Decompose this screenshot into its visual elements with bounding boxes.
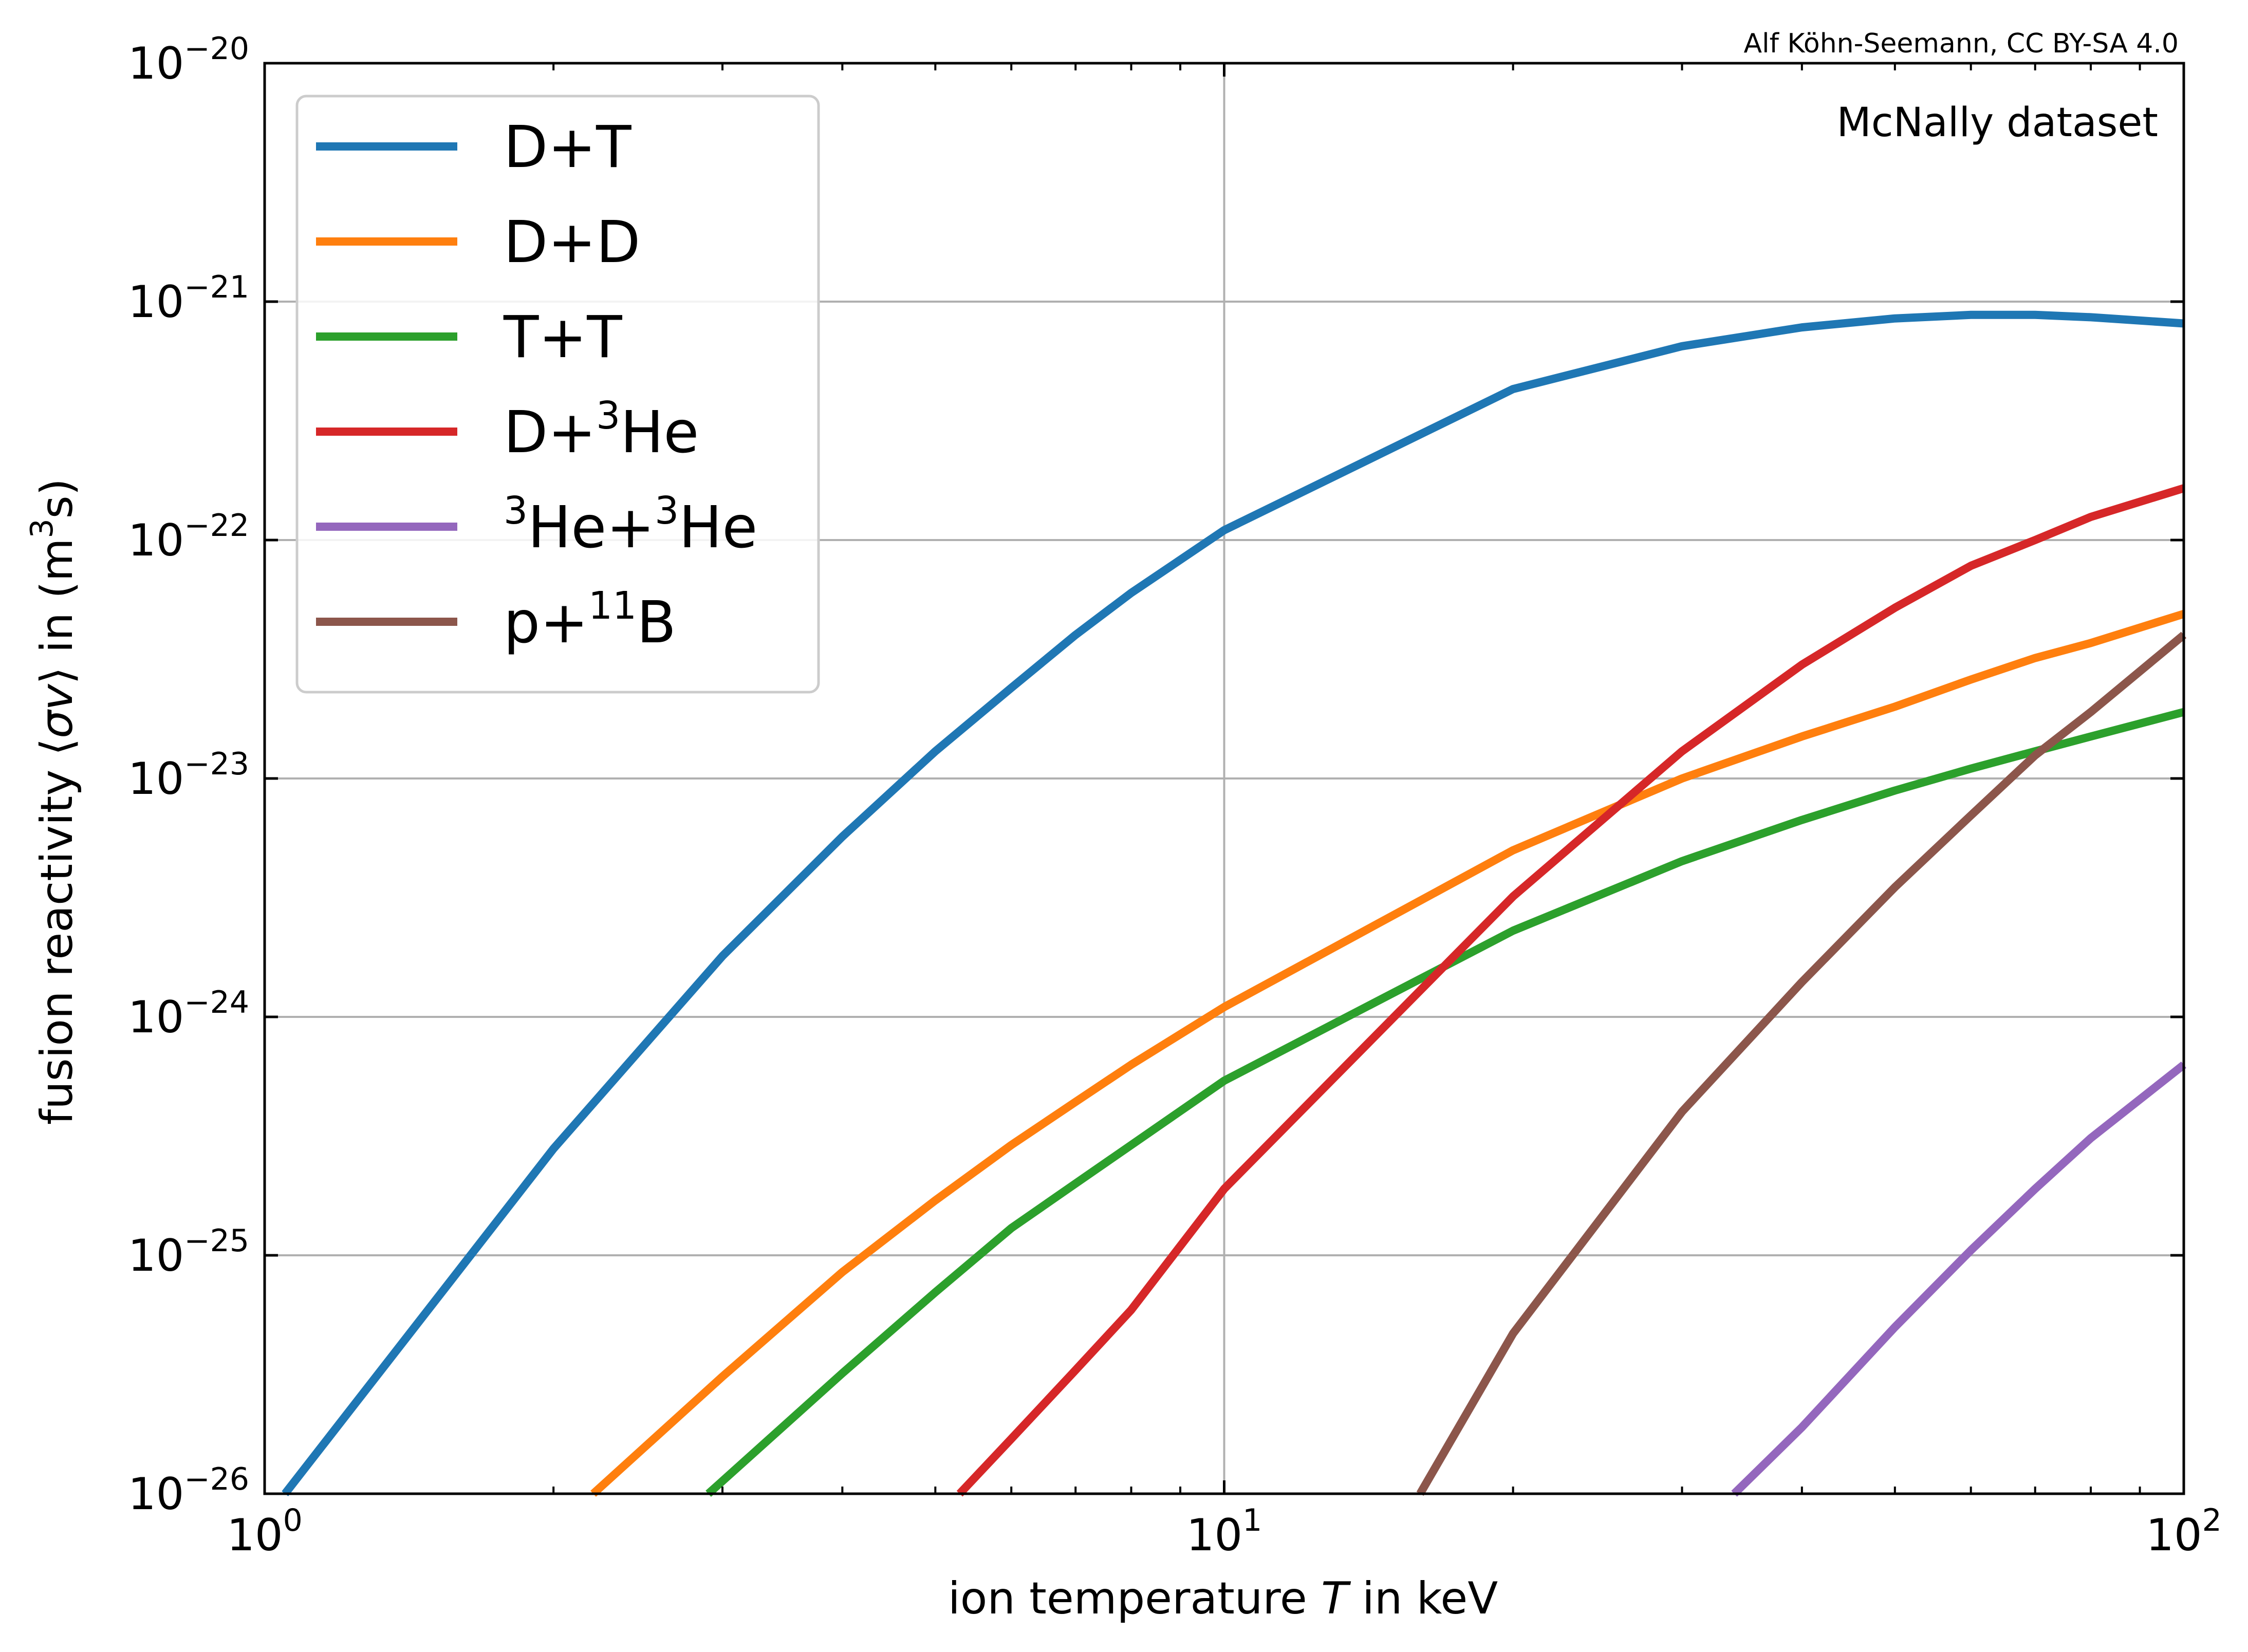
legend-label: 3He+3He [504, 489, 757, 561]
x-tick-label: 100 [227, 1502, 303, 1561]
legend-label: T+T [503, 304, 622, 371]
y-tick-labels: 10−26 10−25 10−24 10−23 10−22 10−21 10−20 [128, 31, 249, 1520]
series-lines [282, 310, 2187, 1497]
plot-frame [263, 62, 2185, 1495]
legend: D+T D+D T+T D+3He 3He+3He p+11B [295, 95, 820, 694]
legend-label: p+11B [504, 584, 676, 656]
series-line-6 [1416, 632, 2187, 1496]
series-line-1 [282, 310, 2184, 1496]
legend-label: D+T [504, 114, 631, 181]
legend-label: D+D [504, 209, 640, 276]
y-tick-label: 10−23 [128, 746, 249, 805]
series-line-5 [1731, 1061, 2186, 1497]
x-tick-labels: 100 101 102 [227, 1502, 2222, 1561]
series-line-4 [956, 484, 2185, 1497]
y-tick-label: 10−24 [128, 985, 249, 1043]
y-axis-label: fusion reactivity ⟨σv⟩ in (m3s) [24, 478, 83, 1125]
y-tick-label: 10−25 [128, 1223, 249, 1282]
series-line-3 [705, 708, 2185, 1497]
attribution-text: Alf Köhn-Seemann, CC BY-SA 4.0 [1744, 28, 2179, 59]
x-tick-label: 102 [2146, 1502, 2222, 1561]
legend-label: D+3He [504, 394, 699, 466]
y-tick-label: 10−22 [128, 508, 249, 566]
x-axis-label: ion temperature T in keV [948, 1573, 1498, 1624]
x-tick-label: 101 [1186, 1502, 1262, 1561]
y-tick-label: 10−21 [128, 269, 249, 328]
y-tick-label: 10−26 [128, 1461, 249, 1520]
series-line-2 [590, 610, 2185, 1497]
y-tick-label: 10−20 [128, 31, 249, 89]
dataset-annotation: McNally dataset [1836, 100, 2158, 146]
